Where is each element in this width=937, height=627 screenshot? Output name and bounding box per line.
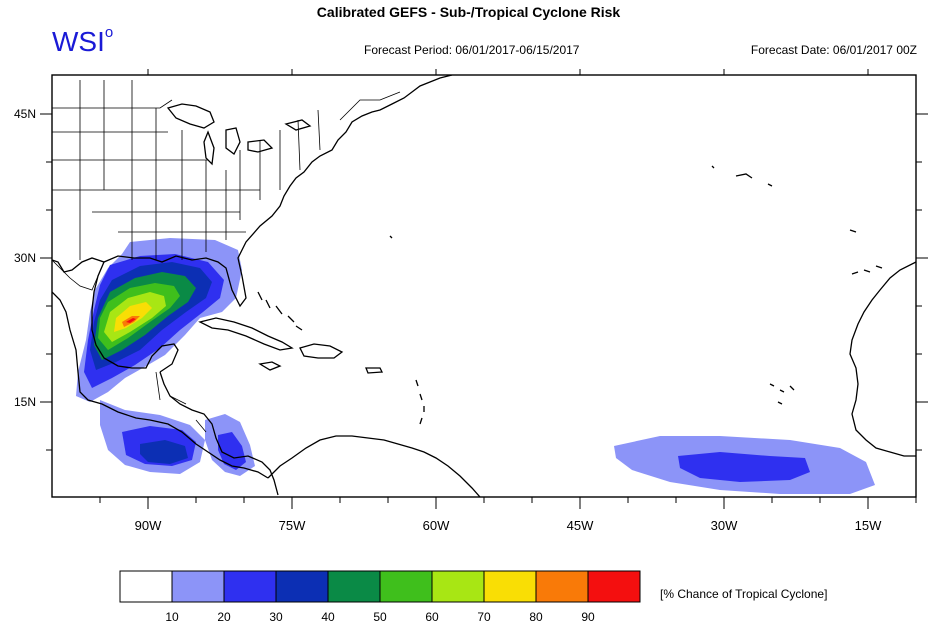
color-legend: 10 20 30 40 50 60 70 80 90 [119, 570, 641, 624]
coast-central-america-caribbean [159, 371, 279, 496]
island-cape-verde [769, 383, 795, 405]
wsi-logo: WSIo [52, 23, 114, 58]
coast-mexico-gulf [91, 261, 179, 373]
risk-area-atlantic-20 [678, 452, 810, 482]
legend-tick-90: 90 [581, 610, 595, 624]
coastlines [52, 75, 916, 497]
political-borders [52, 80, 401, 433]
legend-swatch-9 [587, 570, 641, 603]
lon-label-15w: 15W [855, 518, 882, 533]
lon-label-45w: 45W [567, 518, 594, 533]
coast-africa [849, 261, 916, 457]
chart-title: Calibrated GEFS - Sub-/Tropical Cyclone … [316, 4, 621, 20]
coast-south-america [267, 435, 481, 497]
risk-area-epac-30 [140, 440, 188, 464]
legend-swatch-1 [171, 570, 225, 603]
island-puerto-rico [365, 367, 384, 374]
legend-tick-50: 50 [373, 610, 387, 624]
legend-swatch-8 [535, 570, 589, 603]
forecast-date: Forecast Date: 06/01/2017 00Z [750, 43, 917, 57]
legend-tick-10: 10 [165, 610, 179, 624]
risk-area-gulf-90 [126, 318, 136, 323]
legend-swatch-5 [379, 570, 433, 603]
legend-swatch-2 [223, 570, 277, 603]
legend-swatch-0 [119, 570, 173, 603]
lat-label-30n: 30N [14, 251, 36, 265]
island-lesser-antilles [415, 379, 425, 425]
risk-area-caribbean-20 [218, 432, 246, 470]
legend-swatch-6 [431, 570, 485, 603]
island-azores [711, 165, 773, 187]
lat-label-15n: 15N [14, 395, 36, 409]
island-canaries [851, 265, 883, 275]
island-bahamas [257, 291, 303, 331]
lat-label-45n: 45N [14, 107, 36, 121]
lon-label-75w: 75W [279, 518, 306, 533]
forecast-period: Forecast Period: 06/01/2017-06/15/2017 [364, 43, 580, 57]
lon-label-30w: 30W [711, 518, 738, 533]
island-hispaniola [299, 343, 344, 359]
legend-swatch-3 [275, 570, 329, 603]
legend-tick-20: 20 [217, 610, 231, 624]
island-jamaica [258, 361, 282, 371]
legend-tick-60: 60 [425, 610, 439, 624]
coast-north-america [52, 75, 453, 308]
legend-tick-40: 40 [321, 610, 335, 624]
logo-mark: o [104, 23, 114, 41]
logo-text: WSI [52, 26, 105, 57]
great-lakes [166, 103, 312, 166]
lon-label-60w: 60W [423, 518, 450, 533]
island-cuba [198, 317, 294, 351]
axis-ticks [40, 69, 928, 509]
legend-tick-70: 70 [477, 610, 491, 624]
legend-swatch-4 [327, 570, 381, 603]
lon-label-90w: 90W [135, 518, 162, 533]
legend-tick-80: 80 [529, 610, 543, 624]
legend-swatch-7 [483, 570, 537, 603]
legend-title: [% Chance of Tropical Cyclone] [660, 587, 828, 601]
island-madeira [849, 229, 857, 233]
risk-shading [76, 238, 875, 494]
coast-mexico-pacific [52, 291, 269, 479]
legend-tick-30: 30 [269, 610, 283, 624]
island-bermuda [389, 235, 393, 239]
